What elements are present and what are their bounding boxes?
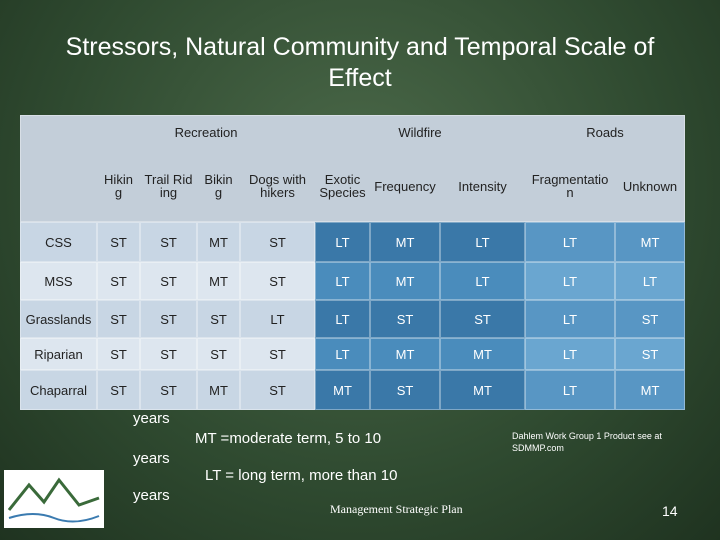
table-cell: LT — [525, 370, 615, 410]
column-header: Intensity — [458, 178, 507, 194]
row-header: Riparian — [20, 338, 97, 370]
table-cell: ST — [197, 300, 240, 338]
table-cell: MT — [315, 370, 370, 410]
table-cell: ST — [97, 300, 140, 338]
table-cell: ST — [440, 300, 525, 338]
group-header: Roads — [586, 125, 624, 140]
table-cell: ST — [197, 338, 240, 370]
table-cell: MT — [615, 222, 685, 262]
note-mt: MT =moderate term, 5 to 10 — [195, 430, 382, 447]
table-cell: LT — [315, 262, 370, 300]
table-cell: LT — [315, 338, 370, 370]
table-cell: ST — [240, 338, 315, 370]
table-cell: LT — [440, 262, 525, 300]
table-cell: ST — [97, 222, 140, 262]
table-cell: LT — [240, 300, 315, 338]
table-cell: LT — [525, 222, 615, 262]
table-cell: MT — [197, 222, 240, 262]
column-header: Exotic Species — [319, 172, 366, 200]
table-cell: ST — [97, 370, 140, 410]
table-cell: ST — [140, 262, 197, 300]
group-header: Recreation — [174, 125, 238, 140]
table-cell: MT — [440, 338, 525, 370]
column-header: Unknown — [622, 178, 678, 194]
slide-title: Stressors, Natural Community and Tempora… — [65, 33, 655, 92]
table-cell: LT — [440, 222, 525, 262]
table-cell: ST — [240, 222, 315, 262]
table-cell: MT — [370, 222, 440, 262]
credit: Dahlem Work Group 1 Product see at SDMMP… — [512, 431, 662, 453]
group-header: Wildfire — [398, 125, 442, 140]
table-cell: LT — [525, 262, 615, 300]
header-bg — [20, 115, 685, 222]
table-cell: MT — [370, 262, 440, 300]
row-header: Chaparral — [20, 370, 97, 410]
table-cell: ST — [615, 338, 685, 370]
table-cell: ST — [97, 262, 140, 300]
row-header: MSS — [20, 262, 97, 300]
note-years: years — [133, 487, 170, 504]
page-number: 14 — [662, 503, 678, 519]
table-cell: ST — [97, 338, 140, 370]
table-cell: MT — [370, 338, 440, 370]
table-cell: ST — [140, 338, 197, 370]
table-cell: ST — [240, 370, 315, 410]
column-header: Frequency — [374, 178, 436, 194]
row-header: Grasslands — [20, 300, 97, 338]
column-header: Dogs with hikers — [248, 172, 307, 200]
table-cell: MT — [197, 262, 240, 300]
table-cell: ST — [615, 300, 685, 338]
column-header: Hiking — [104, 172, 133, 200]
column-header: Trail Riding — [144, 172, 193, 200]
note-years: years — [133, 450, 170, 467]
table-cell: ST — [140, 300, 197, 338]
table-cell: LT — [525, 338, 615, 370]
table-cell: LT — [525, 300, 615, 338]
column-header: Fragmentation — [531, 172, 609, 200]
footer: Management Strategic Plan — [330, 502, 463, 516]
table-cell: ST — [140, 370, 197, 410]
table-cell: MT — [440, 370, 525, 410]
table-cell: MT — [197, 370, 240, 410]
table-cell: LT — [315, 222, 370, 262]
table-cell: ST — [240, 262, 315, 300]
table-cell: ST — [370, 370, 440, 410]
logo — [4, 470, 104, 528]
table-cell: ST — [370, 300, 440, 338]
note-years: years — [133, 410, 170, 427]
table-cell: LT — [615, 262, 685, 300]
column-header: Biking — [204, 172, 233, 200]
table-cell: MT — [615, 370, 685, 410]
table-cell: LT — [315, 300, 370, 338]
row-header: CSS — [20, 222, 97, 262]
table-cell: ST — [140, 222, 197, 262]
note-lt: LT = long term, more than 10 — [205, 467, 398, 484]
